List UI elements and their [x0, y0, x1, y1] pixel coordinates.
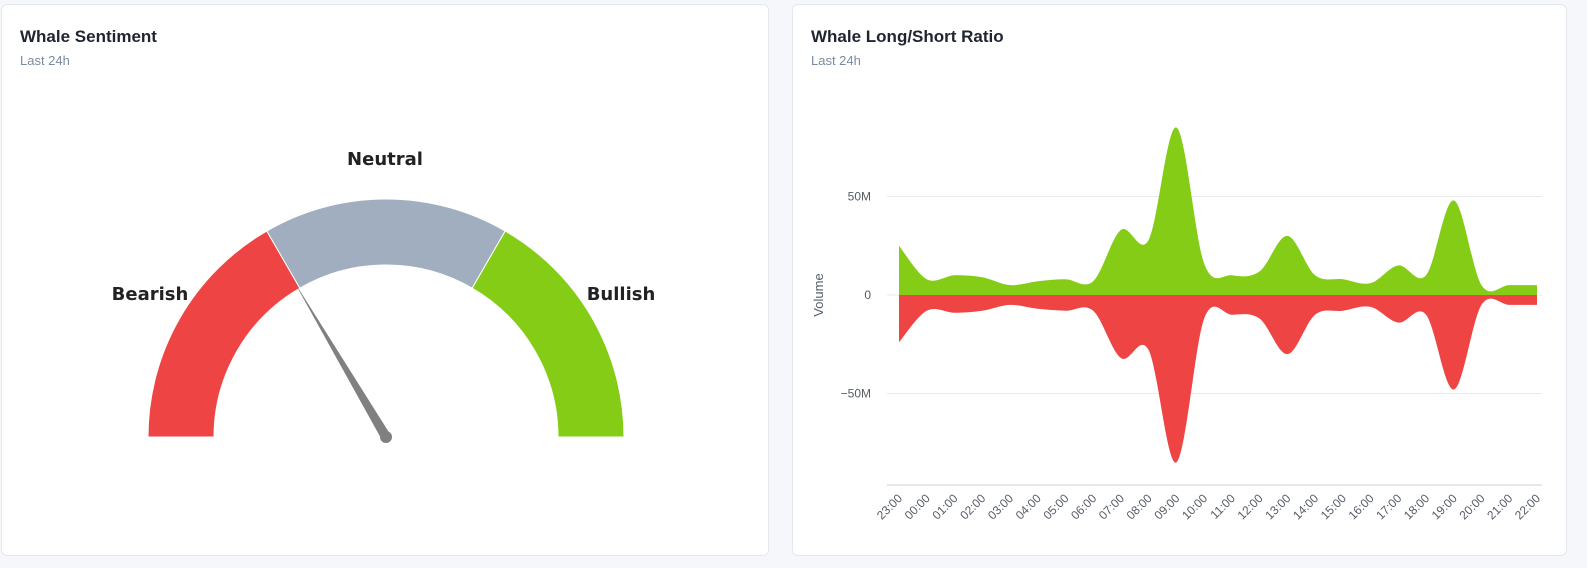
- x-tick-label: 12:00: [1235, 491, 1266, 522]
- x-tick-label: 05:00: [1040, 491, 1071, 522]
- x-tick-label: 18:00: [1401, 491, 1432, 522]
- y-tick-label: −50M: [841, 387, 871, 401]
- sentiment-title: Whale Sentiment: [20, 27, 157, 46]
- ratio-subtitle: Last 24h: [811, 53, 861, 68]
- x-tick-label: 01:00: [929, 491, 960, 522]
- x-tick-label: 19:00: [1429, 491, 1460, 522]
- y-axis-ticks: 50M 0 −50M: [841, 190, 872, 401]
- x-tick-label: 08:00: [1124, 491, 1155, 522]
- x-tick-label: 20:00: [1457, 491, 1488, 522]
- gauge-label-bullish: Bullish: [587, 284, 656, 305]
- short-volume-area: [899, 295, 1537, 463]
- x-tick-label: 03:00: [985, 491, 1016, 522]
- gauge-label-bearish: Bearish: [112, 284, 189, 305]
- x-tick-label: 21:00: [1484, 491, 1515, 522]
- gauge-needle: [293, 280, 391, 440]
- gauge-label-neutral: Neutral: [347, 149, 423, 170]
- x-tick-label: 11:00: [1207, 491, 1238, 522]
- x-tick-label: 04:00: [1013, 491, 1044, 522]
- gauge-segment-neutral: [266, 198, 506, 289]
- long-volume-area: [899, 127, 1537, 295]
- y-tick-label: 50M: [848, 190, 871, 204]
- x-tick-label: 02:00: [957, 491, 988, 522]
- y-tick-label: 0: [864, 288, 871, 302]
- ratio-title: Whale Long/Short Ratio: [811, 27, 1004, 46]
- gauge-segment-bearish: [147, 230, 301, 438]
- x-tick-label: 07:00: [1096, 491, 1127, 522]
- x-tick-label: 16:00: [1346, 491, 1377, 522]
- y-axis-title: Volume: [811, 273, 826, 316]
- x-tick-label: 14:00: [1290, 491, 1321, 522]
- x-tick-label: 06:00: [1068, 491, 1099, 522]
- x-axis-ticks: 23:0000:0001:0002:0003:0004:0005:0006:00…: [874, 491, 1543, 522]
- x-tick-label: 09:00: [1151, 491, 1182, 522]
- gauge-needle-hub: [380, 431, 392, 443]
- gauge-segment-bullish: [471, 230, 625, 438]
- x-tick-label: 23:00: [874, 491, 905, 522]
- x-tick-label: 10:00: [1179, 491, 1210, 522]
- sentiment-subtitle: Last 24h: [20, 53, 70, 68]
- whale-sentiment-card: Whale Sentiment Last 24h Bearish Neutral…: [1, 4, 769, 556]
- x-tick-label: 15:00: [1318, 491, 1349, 522]
- x-tick-label: 13:00: [1262, 491, 1293, 522]
- sentiment-gauge: Bearish Neutral Bullish: [112, 149, 656, 443]
- x-tick-label: 22:00: [1512, 491, 1543, 522]
- x-tick-label: 00:00: [902, 491, 933, 522]
- whale-long-short-card: Whale Long/Short Ratio Last 24h 50M 0 −50M…: [792, 4, 1567, 556]
- x-tick-label: 17:00: [1373, 491, 1404, 522]
